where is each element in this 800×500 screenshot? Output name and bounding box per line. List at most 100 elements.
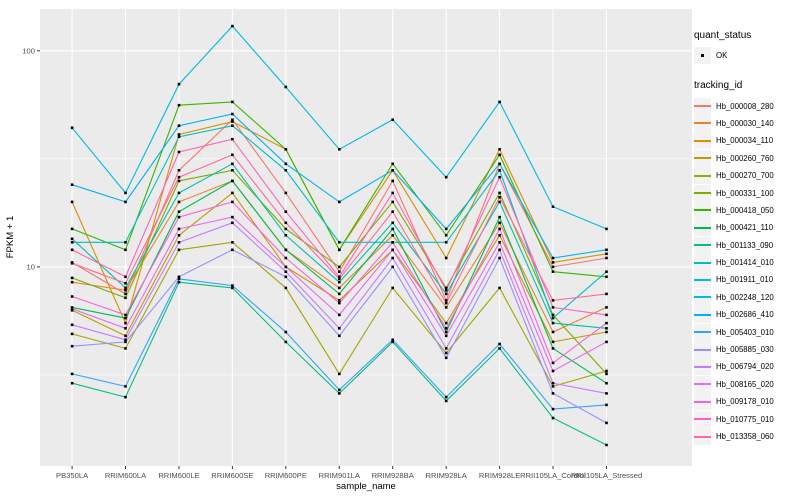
series-color-swatch [694, 139, 711, 142]
data-point [605, 292, 608, 296]
legend-item-Hb_001911_010: Hb_001911_010 [694, 271, 774, 289]
legend-item-Hb_009178_010: Hb_009178_010 [694, 393, 774, 411]
data-point [284, 256, 288, 260]
legend-title-tracking-id: tracking_id [694, 80, 743, 92]
y-tick-label: 100 [22, 46, 35, 55]
data-point [605, 443, 608, 447]
data-point [391, 234, 394, 237]
data-point [177, 82, 181, 86]
data-point [605, 340, 608, 344]
data-point [124, 241, 127, 244]
data-point [391, 221, 394, 225]
data-point [498, 286, 501, 290]
x-tick-label: RRIM928LA [426, 471, 468, 480]
legend-item-label: Hb_000034_110 [716, 136, 774, 146]
data-point [284, 286, 288, 290]
tracking-id-legend-list: Hb_000008_280 Hb_000030_140 Hb_000034_110 H… [694, 97, 774, 445]
data-point [284, 148, 288, 151]
data-point [124, 282, 127, 285]
data-point [70, 183, 74, 186]
legend-key-line-icon [694, 254, 711, 272]
x-tick-label: RRII105LA_Stressed [571, 471, 642, 480]
legend-item-Hb_005403_010: Hb_005403_010 [694, 323, 774, 341]
data-point [444, 330, 448, 334]
x-axis-title: sample_name [336, 481, 396, 492]
data-point [70, 248, 74, 252]
data-point [177, 275, 181, 279]
data-point [498, 256, 501, 260]
data-point [391, 241, 394, 244]
data-point [391, 248, 394, 252]
data-point [231, 137, 234, 141]
data-point [444, 356, 448, 360]
legend-key-line-icon [694, 114, 711, 132]
legend-item-label: Hb_000030_140 [716, 118, 774, 128]
legend-item-label: Hb_013358_060 [716, 432, 774, 441]
data-point [177, 200, 181, 204]
series-color-swatch [694, 278, 711, 281]
data-point [70, 280, 74, 284]
series-color-swatch [694, 435, 711, 438]
data-point [391, 227, 394, 231]
ok-point-icon [694, 47, 711, 65]
data-point [124, 347, 127, 350]
data-point [551, 361, 555, 365]
data-point [124, 275, 127, 279]
series-color-swatch [694, 400, 711, 403]
data-point [124, 191, 127, 195]
data-point [231, 248, 234, 252]
data-point [70, 200, 74, 204]
data-point [177, 277, 181, 281]
data-point [444, 286, 448, 290]
data-point [551, 330, 555, 334]
y-axis-title: FPKM + 1 [5, 216, 16, 259]
data-point [284, 191, 288, 195]
data-point [444, 321, 448, 325]
data-point [444, 299, 448, 302]
data-point [551, 299, 555, 302]
legend-key-line-icon [694, 393, 711, 411]
data-point [605, 392, 608, 395]
data-point [498, 191, 501, 195]
data-point [284, 162, 288, 166]
legend-item-label: Hb_005403_010 [716, 327, 774, 337]
data-point [70, 241, 74, 244]
data-point [231, 241, 234, 244]
data-point [391, 191, 394, 195]
data-point [124, 321, 127, 325]
legend-item-Hb_001133_090: Hb_001133_090 [694, 236, 774, 254]
data-point [338, 277, 341, 281]
data-point [498, 148, 501, 151]
data-point [70, 295, 74, 298]
data-point [177, 150, 181, 154]
data-point [338, 241, 341, 244]
data-point [284, 340, 288, 344]
data-point [391, 162, 394, 166]
legend-key-line-icon [694, 219, 711, 237]
data-point [498, 241, 501, 244]
legend-item-Hb_005885_030: Hb_005885_030 [694, 341, 774, 359]
data-point [498, 221, 501, 225]
legend-item-Hb_000331_100: Hb_000331_100 [694, 184, 774, 202]
data-point [498, 162, 501, 166]
legend-item-label: Hb_000331_100 [716, 188, 774, 198]
legend-item-label: Hb_010775_010 [716, 414, 774, 424]
legend-item-label: OK [716, 51, 728, 61]
series-color-swatch [694, 174, 711, 177]
data-point [338, 148, 341, 151]
data-point [70, 372, 74, 376]
legend-item-ok: OK [694, 47, 774, 65]
data-point [231, 124, 234, 127]
legend-item-Hb_001414_010: Hb_001414_010 [694, 254, 774, 272]
data-point [444, 351, 448, 355]
data-point [177, 215, 181, 219]
series-color-swatch [694, 313, 711, 316]
data-point [391, 118, 394, 121]
data-point [444, 289, 448, 292]
legend-item-Hb_000030_140: Hb_000030_140 [694, 114, 774, 132]
legend-item-Hb_000270_700: Hb_000270_700 [694, 167, 774, 185]
data-point [124, 296, 127, 300]
data-point [231, 24, 234, 28]
data-point [70, 227, 74, 231]
x-tick-label: RRIM928BA [372, 471, 415, 480]
